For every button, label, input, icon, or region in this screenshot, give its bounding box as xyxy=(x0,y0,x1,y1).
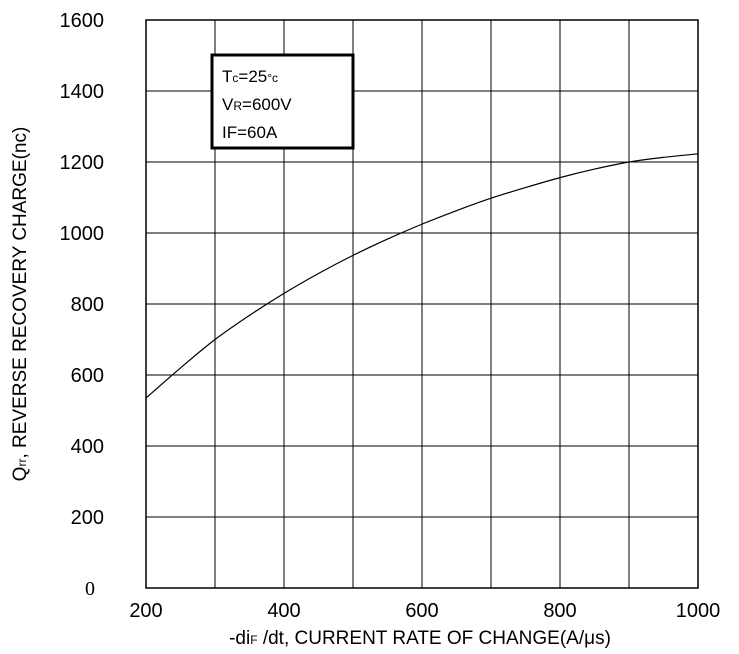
y-tick-label: 0 xyxy=(85,578,95,600)
series-line-0 xyxy=(145,153,699,399)
annotation-line-vr: VR=600V xyxy=(222,95,292,114)
x-tick-label: 800 xyxy=(543,600,576,622)
annotation-line-tc: Tc=25°c xyxy=(222,67,278,86)
y-axis-label: Qrr, REVERSE RECOVERY CHARGE(nc) xyxy=(10,127,31,482)
y-tick-label: 200 xyxy=(71,507,104,529)
x-tick-labels: 200 400 600 800 1000 xyxy=(129,600,720,622)
x-tick-label: 400 xyxy=(267,600,300,622)
y-tick-label: 1000 xyxy=(60,223,105,245)
y-tick-label: 1600 xyxy=(60,10,105,32)
y-tick-label: 600 xyxy=(71,365,104,387)
y-tick-label: 400 xyxy=(71,436,104,458)
y-tick-label: 800 xyxy=(71,294,104,316)
y-tick-label: 1200 xyxy=(60,152,105,174)
plot-frame xyxy=(145,19,699,589)
y-tick-label: 1400 xyxy=(60,81,105,103)
series-layer xyxy=(145,153,699,399)
x-tick-label: 200 xyxy=(129,600,162,622)
annotation-box xyxy=(210,53,355,150)
x-tick-label: 1000 xyxy=(676,600,721,622)
annotation-line-if: IF=60A xyxy=(222,123,278,142)
y-tick-labels: 0 200 400 600 800 1000 1200 1400 1600 xyxy=(60,10,105,600)
x-tick-label: 600 xyxy=(405,600,438,622)
x-axis-label: -diF /dt, CURRENT RATE OF CHANGE(A/μs) xyxy=(229,628,611,649)
